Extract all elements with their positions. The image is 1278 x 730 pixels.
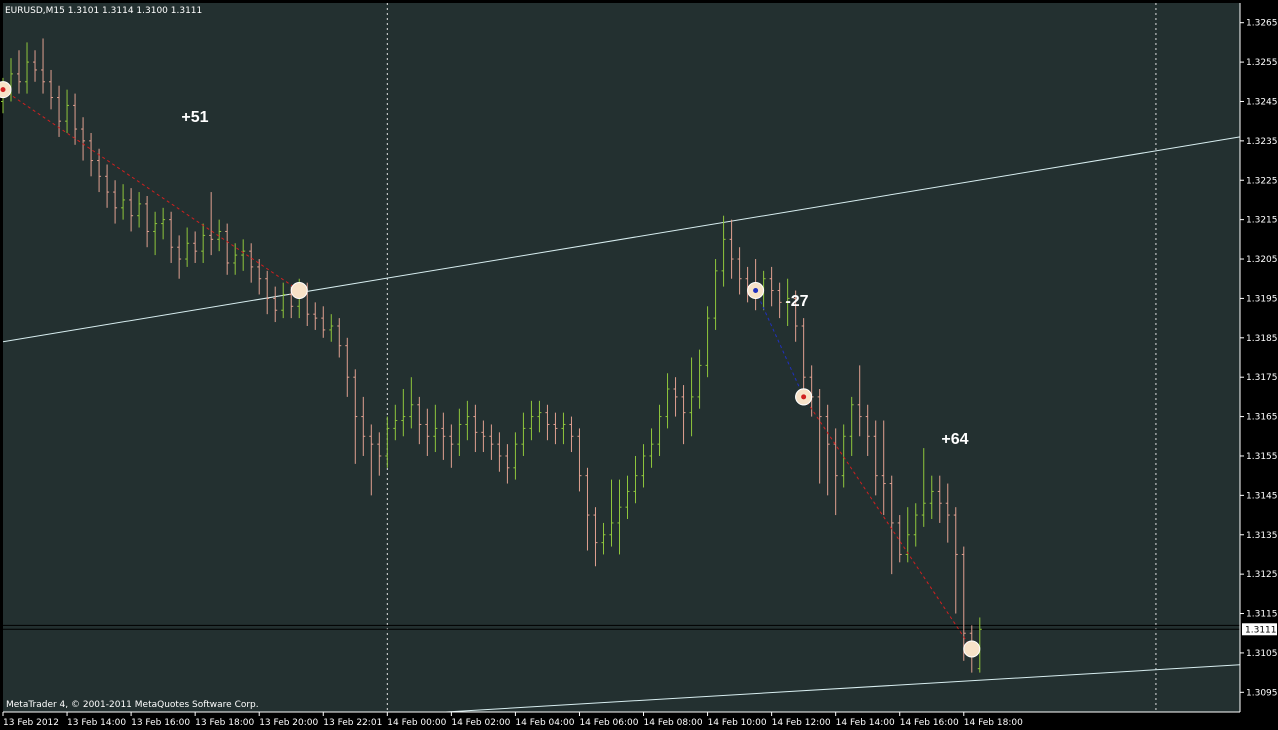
y-tick-label: 1.3265 (1246, 19, 1278, 29)
trade-path (755, 290, 805, 398)
trendline (445, 664, 1241, 713)
overlay-lines (2, 136, 1241, 713)
x-tick-label: 14 Feb 06:00 (579, 718, 638, 728)
y-tick-label: 1.3115 (1246, 610, 1278, 620)
price-label: 1.3111 (1245, 625, 1277, 635)
x-tick-label: 14 Feb 12:00 (772, 718, 831, 728)
y-tick-label: 1.3135 (1246, 531, 1278, 541)
trade-result: +64 (941, 431, 968, 448)
x-tick-label: 14 Feb 14:00 (836, 718, 895, 728)
x-tick-label: 13 Feb 18:00 (195, 718, 254, 728)
y-tick-label: 1.3155 (1246, 452, 1278, 462)
trade-entry-dot (801, 394, 807, 400)
trade-entry-dot (753, 288, 759, 294)
trade-result: -27 (785, 293, 808, 310)
x-tick-label: 13 Feb 16:00 (131, 718, 190, 728)
y-tick-label: 1.3095 (1246, 688, 1278, 698)
y-tick-label: 1.3145 (1246, 491, 1278, 501)
trendline (2, 136, 1241, 343)
y-tick-label: 1.3215 (1246, 216, 1278, 226)
x-tick-label: 13 Feb 20:00 (259, 718, 318, 728)
y-tick-label: 1.3195 (1246, 294, 1278, 304)
x-tick-label: 14 Feb 00:00 (387, 718, 446, 728)
chart-title: EURUSD,M15 1.3101 1.3114 1.3100 1.3111 (5, 6, 202, 16)
y-tick-label: 1.3165 (1246, 413, 1278, 423)
y-tick-label: 1.3185 (1246, 334, 1278, 344)
y-tick-label: 1.3175 (1246, 373, 1278, 383)
trade-entry-dot (0, 87, 6, 93)
trade-exit (963, 640, 981, 658)
x-tick-label: 14 Feb 08:00 (644, 718, 703, 728)
y-tick-label: 1.3125 (1246, 570, 1278, 580)
axes: 1.3265 1.3255 1.3245 1.3235 1.3225 1.3215 1.32… (2, 3, 1278, 728)
x-tick-label: 14 Feb 04:00 (515, 718, 574, 728)
trades: +51 -27 +64 (0, 81, 981, 658)
y-tick-label: 1.3205 (1246, 255, 1278, 265)
y-tick-label: 1.3105 (1246, 649, 1278, 659)
y-tick-label: 1.3225 (1246, 176, 1278, 186)
trade-exit (290, 282, 308, 300)
footer: MetaTrader 4, © 2001-2011 MetaQuotes Sof… (6, 700, 259, 710)
y-tick-label: 1.3255 (1246, 58, 1278, 68)
plot-area (3, 3, 1240, 712)
price-box (1242, 623, 1277, 636)
x-tick-label: 13 Feb 22:01 (323, 718, 382, 728)
separators (386, 3, 1157, 712)
x-tick-label: 13 Feb 14:00 (67, 718, 126, 728)
x-tick-label: 14 Feb 18:00 (964, 718, 1023, 728)
x-tick-label: 14 Feb 02:00 (451, 718, 510, 728)
bars (1, 38, 982, 673)
x-tick-label: 14 Feb 10:00 (708, 718, 767, 728)
x-tick-label: 13 Feb 2012 (3, 718, 59, 728)
y-tick-label: 1.3235 (1246, 137, 1278, 147)
trade-path (803, 396, 973, 650)
x-tick-label: 14 Feb 16:00 (900, 718, 959, 728)
y-tick-label: 1.3245 (1246, 97, 1278, 107)
trade-result: +51 (181, 109, 208, 126)
